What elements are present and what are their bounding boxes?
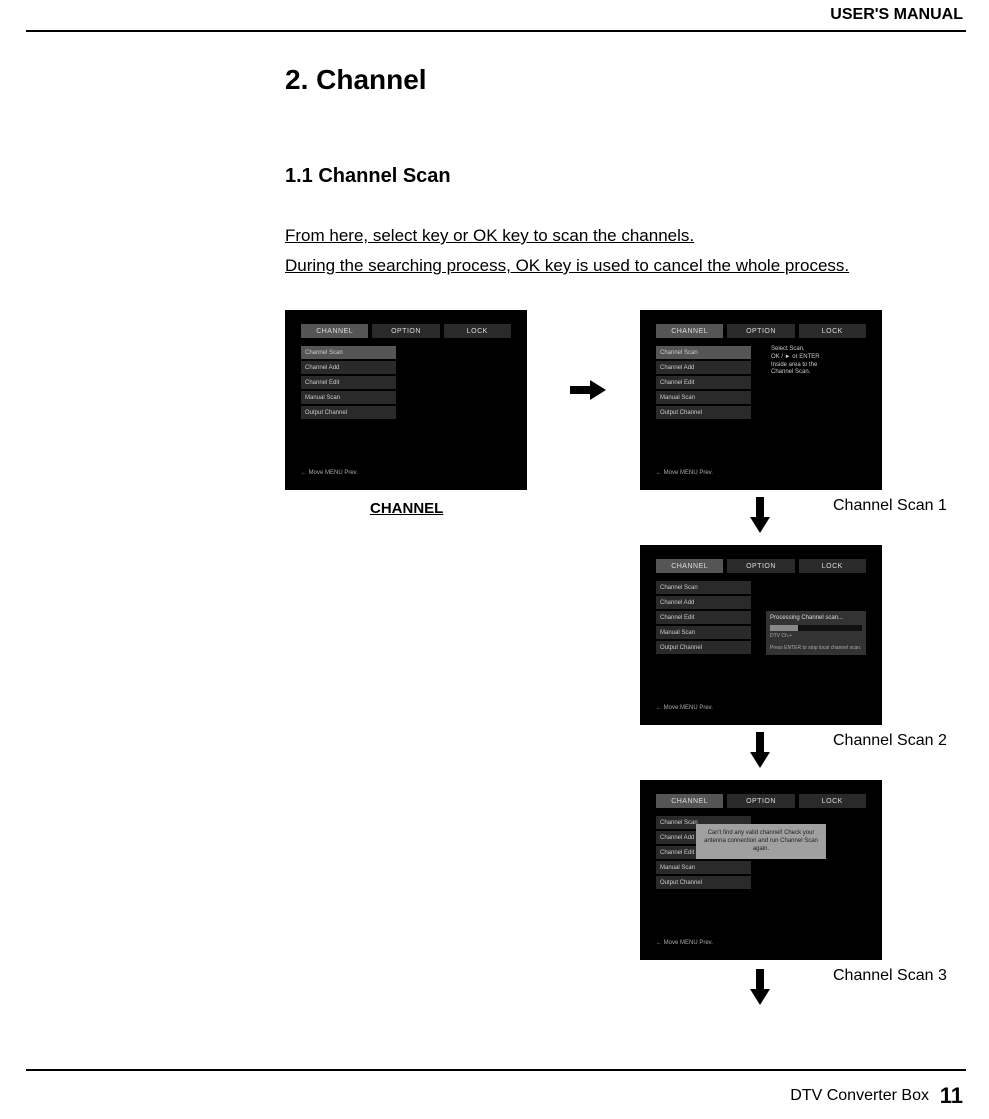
screenshot-scan1: CHANNEL OPTION LOCK Channel Scan Channel… <box>640 310 882 490</box>
menu-item: Channel Scan <box>656 346 751 359</box>
side-text: Select Scan. <box>771 346 866 354</box>
tab-lock: LOCK <box>799 794 866 808</box>
page: USER'S MANUAL 2. Channel 1.1 Channel Sca… <box>0 0 989 1119</box>
menu-item: Output Channel <box>656 641 751 654</box>
caption-channel: CHANNEL <box>370 500 443 517</box>
tab-option: OPTION <box>727 794 794 808</box>
menu-item: Channel Scan <box>301 346 396 359</box>
body-line-2: During the searching process, OK key is … <box>285 254 849 278</box>
footer-text: DTV Converter Box <box>790 1087 929 1105</box>
bottom-hint: ← Move MENU Prev. <box>656 705 713 711</box>
arrow-right-icon <box>570 380 606 400</box>
dialog-box: Can't find any valid channel! Check your… <box>696 824 826 859</box>
side-text: Inside area to the <box>771 362 866 370</box>
bottom-rule <box>26 1069 966 1071</box>
side-text: Channel Scan. <box>771 369 866 377</box>
arrow-down-icon <box>750 969 770 1005</box>
menu-list: Channel Scan Channel Add Channel Edit Ma… <box>656 581 751 656</box>
tab-option: OPTION <box>372 324 439 338</box>
menu-item: Channel Scan <box>656 581 751 594</box>
menu-item: Manual Scan <box>656 861 751 874</box>
tab-channel: CHANNEL <box>656 559 723 573</box>
arrow-down-icon <box>750 732 770 768</box>
tab-option: OPTION <box>727 559 794 573</box>
menu-item: Channel Add <box>301 361 396 374</box>
progress-sub: DTV Ch.+ <box>770 633 862 639</box>
tab-option: OPTION <box>727 324 794 338</box>
body-line-1: From here, select key or OK key to scan … <box>285 224 694 248</box>
tab-channel: CHANNEL <box>301 324 368 338</box>
menu-item: Manual Scan <box>656 626 751 639</box>
bottom-hint: ← Move MENU Prev. <box>656 470 713 476</box>
dialog-text: Can't find any valid channel! Check your… <box>702 830 820 853</box>
progress-bar <box>770 625 862 631</box>
menu-item: Manual Scan <box>656 391 751 404</box>
tabs: CHANNEL OPTION LOCK <box>656 559 866 573</box>
screenshot-scan3: CHANNEL OPTION LOCK Channel Scan Channel… <box>640 780 882 960</box>
menu-item: Manual Scan <box>301 391 396 404</box>
side-text: OK / ► or ENTER <box>771 354 866 362</box>
tab-lock: LOCK <box>799 559 866 573</box>
tab-channel: CHANNEL <box>656 324 723 338</box>
menu-item: Output Channel <box>301 406 396 419</box>
menu-item: Channel Edit <box>301 376 396 389</box>
screenshot-scan2: CHANNEL OPTION LOCK Channel Scan Channel… <box>640 545 882 725</box>
menu-list: Channel Scan Channel Add Channel Edit Ma… <box>301 346 396 421</box>
arrow-down-icon <box>750 497 770 533</box>
bottom-hint: ← Move MENU Prev. <box>301 470 358 476</box>
side-panel: Select Scan. OK / ► or ENTER Inside area… <box>771 346 866 377</box>
section-title: 2. Channel <box>285 64 427 96</box>
menu-item: Channel Edit <box>656 611 751 624</box>
header-right: USER'S MANUAL <box>830 6 963 24</box>
tab-lock: LOCK <box>444 324 511 338</box>
progress-foot: Press ENTER to stop local channel scan. <box>770 645 862 651</box>
caption-scan3: Channel Scan 3 <box>833 967 947 985</box>
menu-item: Channel Add <box>656 596 751 609</box>
bottom-hint: ← Move MENU Prev. <box>656 940 713 946</box>
tabs: CHANNEL OPTION LOCK <box>656 324 866 338</box>
caption-scan2: Channel Scan 2 <box>833 732 947 750</box>
menu-item: Channel Edit <box>656 376 751 389</box>
tab-channel: CHANNEL <box>656 794 723 808</box>
tabs: CHANNEL OPTION LOCK <box>301 324 511 338</box>
menu-item: Channel Add <box>656 361 751 374</box>
menu-item: Output Channel <box>656 406 751 419</box>
page-number: 11 <box>940 1083 963 1109</box>
menu-item: Output Channel <box>656 876 751 889</box>
subsection-title: 1.1 Channel Scan <box>285 165 451 188</box>
tabs: CHANNEL OPTION LOCK <box>656 794 866 808</box>
screenshot-channel: CHANNEL OPTION LOCK Channel Scan Channel… <box>285 310 527 490</box>
caption-scan1: Channel Scan 1 <box>833 497 947 515</box>
progress-title: Processing Channel scan... <box>770 615 862 621</box>
menu-list: Channel Scan Channel Add Channel Edit Ma… <box>656 346 751 421</box>
tab-lock: LOCK <box>799 324 866 338</box>
progress-box: Processing Channel scan... DTV Ch.+ Pres… <box>766 611 866 655</box>
top-rule <box>26 30 966 32</box>
